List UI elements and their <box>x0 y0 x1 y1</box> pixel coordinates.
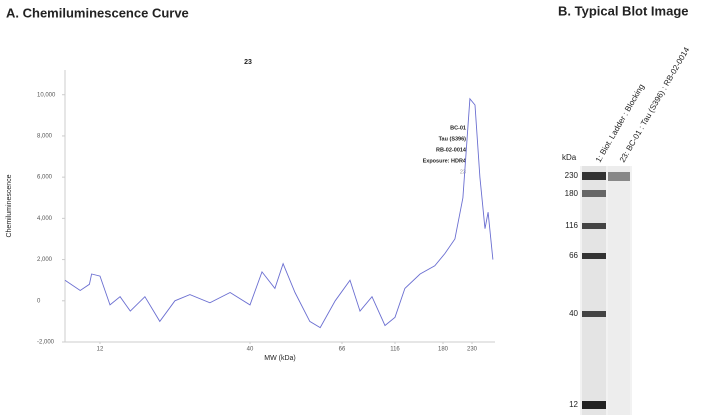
band <box>582 190 606 197</box>
x-axis-label: MW (kDa) <box>264 355 296 362</box>
band <box>582 172 606 180</box>
ladder-label: 12 <box>569 400 578 409</box>
ladder-bands <box>582 172 606 409</box>
ladder-label: 180 <box>565 189 579 198</box>
y-tick-label: -2,000 <box>37 340 55 346</box>
x-tick-label: 12 <box>97 347 104 353</box>
y-axis-label: Chemiluminescence <box>6 174 13 237</box>
x-tick-label: 40 <box>247 347 254 353</box>
annotation-line: RB-02-0014 <box>436 147 467 153</box>
sample-band <box>608 172 630 181</box>
x-tick-label: 116 <box>390 347 400 353</box>
annotation-line: Tau (S396) <box>439 136 467 142</box>
y-tick-label: 2,000 <box>37 257 53 263</box>
band <box>582 311 606 317</box>
y-tick-label: 8,000 <box>37 134 53 140</box>
y-tick-label: 4,000 <box>37 216 53 222</box>
band <box>582 401 606 409</box>
band <box>582 253 606 259</box>
annotation-line: Exposure: HDR4 <box>423 158 467 164</box>
annotation-line: 23 <box>460 169 466 175</box>
x-tick-label: 230 <box>467 347 478 353</box>
chart-title: 23 <box>244 59 252 66</box>
ladder-label: 40 <box>569 309 578 318</box>
ladder-lane <box>582 166 606 415</box>
annotation: BC-01 Tau (S396) RB-02-0014 Exposure: HD… <box>423 125 467 175</box>
panel-a-title: A. Chemiluminescence Curve <box>6 5 189 20</box>
sample-lane <box>608 166 630 415</box>
band <box>582 223 606 229</box>
annotation-line: BC-01 <box>450 125 466 131</box>
unit-label: kDa <box>562 153 577 162</box>
ladder-label: 116 <box>565 221 578 230</box>
ladder-label: 66 <box>569 251 578 260</box>
data-line <box>64 97 494 329</box>
x-tick-label: 180 <box>438 347 449 353</box>
panel-b-title: B. Typical Blot Image <box>558 3 689 18</box>
y-tick-label: 0 <box>37 298 41 304</box>
y-tick-label: 10,000 <box>37 92 56 98</box>
ladder-label: 230 <box>565 171 579 180</box>
y-tick-label: 6,000 <box>37 175 53 181</box>
x-tick-label: 66 <box>339 347 346 353</box>
